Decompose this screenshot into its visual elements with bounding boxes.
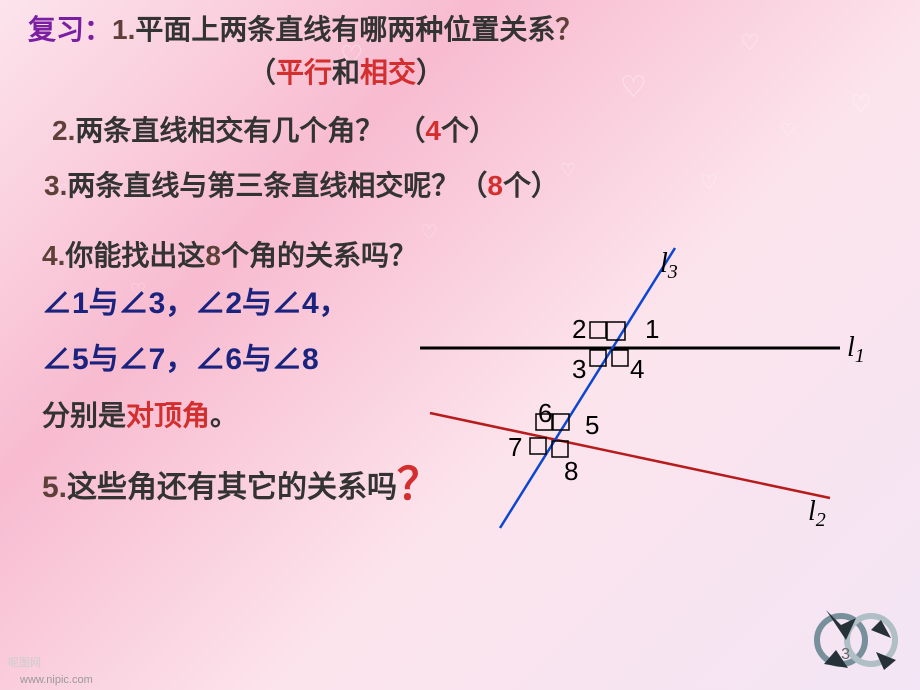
q3-unit: 个 [503,170,531,201]
q3-close: ） [531,170,559,201]
q4-number: 4. [42,240,65,271]
angle-3: 3 [572,354,586,384]
page-number: 3 [841,646,850,664]
q2-close: ） [469,115,497,146]
ans1-b: 相交 [360,57,416,88]
angle-1: 1 [645,314,659,344]
q3-text: 两条直线与第三条直线相交呢？ [67,170,459,201]
ans1-a: 平行 [276,57,332,88]
angle-2: 2 [572,314,586,344]
angle-6: 6 [538,398,552,428]
angle-8: 8 [564,456,578,486]
q1-punct: ？ [555,14,583,45]
q5-number: 5. [42,471,67,504]
q3-number: 3. [44,170,67,201]
angle-4: 4 [630,354,644,384]
watermark-logo: 呢图网 [8,654,41,670]
question-1: 复习：1.平面上两条直线有哪两种位置关系？ [28,8,892,51]
angle-5: 5 [585,410,599,440]
q5-text: 这些角还有其它的关系吗 [67,471,397,504]
q2-ans: 4 [425,115,441,146]
review-label: 复习： [28,14,112,45]
label-l3: l3 [660,248,678,283]
ans1-close: ） [416,57,444,88]
q2-unit: 个 [441,115,469,146]
answer-1: （平行和相交） [248,51,892,94]
label-l2: l2 [808,496,826,531]
question-2: 2.两条直线相交有几个角？ （4个） [52,109,892,152]
conclusion-b: 对顶角 [126,400,210,431]
question-3: 3.两条直线与第三条直线相交呢？（8个） [44,164,892,207]
q2-text: 两条直线相交有几个角？ [75,115,411,146]
ans1-open: （ [248,57,276,88]
q4-text-a: 你能找出这 [65,240,205,271]
q3-ans: 8 [487,170,503,201]
q3-open: （ [459,170,487,201]
question-4: 4.你能找出这8个角的关系吗？ [42,234,422,277]
watermark-url: www.nipic.com [20,674,93,686]
conclusion-a: 分别是 [42,400,126,431]
q2-open: （ [411,115,425,146]
q1-number: 1. [112,14,135,45]
angle-7: 7 [508,432,522,462]
corner-clip-art [796,590,916,680]
q1-text: 平面上两条直线有哪两种位置关系 [135,14,555,45]
ans1-mid: 和 [332,57,360,88]
lines-diagram: 1 2 3 4 5 6 7 8 l1 l2 l3 [400,238,880,548]
q4-text-b: 个角的关系吗？ [221,240,417,271]
label-l1: l1 [847,332,865,367]
q4-eight: 8 [205,240,221,271]
conclusion-c: 。 [210,400,238,431]
q2-number: 2. [52,115,75,146]
